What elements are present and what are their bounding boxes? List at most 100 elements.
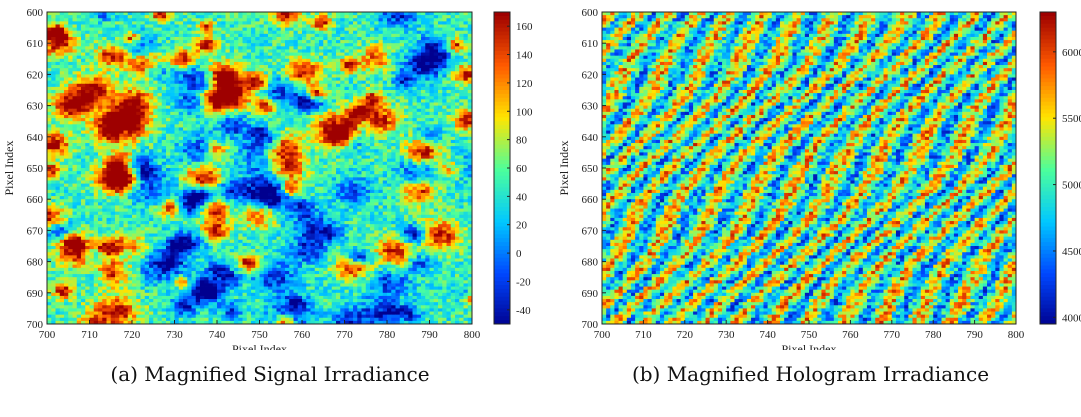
heatmap-cell [370,114,375,119]
heatmap-cell [89,152,95,156]
heatmap-cell [123,158,129,163]
heatmap-cell [378,61,384,66]
heatmap-cell [361,83,367,88]
heatmap-cell [195,24,201,28]
heatmap-cell [391,158,396,163]
heatmap-cell [200,86,205,91]
heatmap-cell [263,40,269,44]
heatmap-cell [327,40,333,44]
heatmap-cell [416,30,422,35]
heatmap-cell [408,71,413,75]
heatmap-cell [89,164,95,169]
heatmap-cell [191,58,197,63]
heatmap-cell [157,12,163,16]
heatmap-cell [293,158,299,163]
heatmap-cell [106,12,112,16]
heatmap-cell [72,93,78,97]
heatmap-cell [225,111,231,116]
heatmap-cell [255,65,260,69]
heatmap-cell [323,155,328,160]
heatmap-cell [55,77,61,82]
heatmap-cell [467,80,473,85]
heatmap-cell [170,155,175,160]
heatmap-cell [68,102,73,106]
heatmap-cell [246,124,252,128]
heatmap-cell [446,102,452,106]
heatmap-cell [242,127,248,131]
heatmap-cell [319,93,324,97]
heatmap-cell [399,40,405,44]
heatmap-cell [259,27,265,32]
heatmap-cell [51,12,56,16]
heatmap-cell [455,52,460,57]
heatmap-cell [76,155,82,160]
heatmap-cell [204,152,209,156]
heatmap-cell [289,143,294,147]
heatmap-cell [72,77,78,82]
heatmap-cell [336,124,341,128]
heatmap-cell [174,99,180,103]
heatmap-cell [399,118,405,122]
heatmap-cell [238,93,243,97]
heatmap-cell [204,52,209,57]
heatmap-cell [272,61,277,66]
heatmap-cell [357,90,362,94]
heatmap-cell [463,121,469,125]
heatmap-cell [178,99,184,103]
heatmap-cell [55,111,61,116]
heatmap-cell [47,40,52,44]
heatmap-cell [276,15,282,19]
heatmap-cell [336,136,341,141]
heatmap-cell [242,80,248,85]
heatmap-cell [272,40,277,44]
heatmap-cell [68,130,73,135]
heatmap-cell [72,74,78,78]
heatmap-cell [395,149,401,153]
heatmap-cell [280,18,286,22]
heatmap-cell [425,124,430,128]
heatmap-cell [357,102,362,106]
heatmap-cell [374,161,379,166]
heatmap-cell [365,68,371,72]
heatmap-cell [319,77,324,82]
heatmap-cell [438,164,443,169]
heatmap-cell [344,30,350,35]
heatmap-cell [170,86,175,91]
heatmap-cell [408,133,413,138]
heatmap-cell [276,108,282,113]
heatmap-cell [280,40,286,44]
heatmap-cell [323,49,328,53]
heatmap-cell [399,105,405,110]
heatmap-cell [450,127,456,131]
heatmap-cell [127,80,133,85]
heatmap-cell [319,149,324,153]
heatmap-cell [110,61,116,66]
heatmap-cell [229,93,235,97]
heatmap-cell [221,52,226,57]
heatmap-cell [370,130,375,135]
heatmap-cell [212,55,218,60]
heatmap-cell [433,105,439,110]
heatmap-cell [353,164,358,169]
heatmap-cell [246,46,252,50]
heatmap-cell [229,77,235,82]
heatmap-cell [404,68,409,72]
heatmap-cell [251,102,256,106]
heatmap-cell [297,55,303,60]
heatmap-cell [204,77,209,82]
heatmap-cell [353,68,358,72]
heatmap-cell [72,146,78,150]
heatmap-cell [408,15,413,19]
heatmap-cell [450,21,456,25]
heatmap-cell [429,49,435,53]
heatmap-cell [98,55,103,60]
heatmap-cell [353,111,358,116]
heatmap-cell [255,33,260,38]
heatmap-cell [72,12,78,16]
heatmap-cell [132,146,137,150]
heatmap-cell [200,49,205,53]
heatmap-cell [55,65,61,69]
heatmap-cell [374,74,379,78]
heatmap-cell [297,146,303,150]
heatmap-cell [110,52,116,57]
